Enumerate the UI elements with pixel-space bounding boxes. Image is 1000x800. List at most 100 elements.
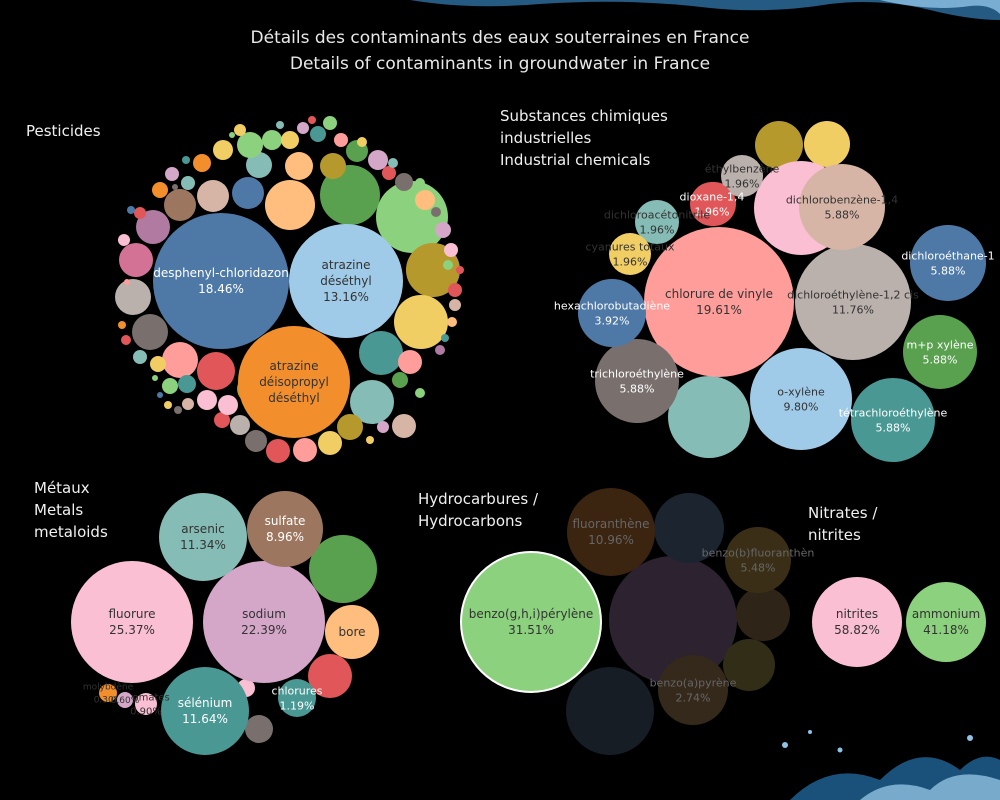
bubble-unlabeled[interactable]	[566, 667, 654, 755]
bubble-unlabeled[interactable]	[127, 206, 135, 214]
bubble-unlabeled[interactable]	[237, 132, 263, 158]
bubble-mark[interactable]	[278, 679, 316, 717]
bubble-mark[interactable]	[906, 582, 986, 662]
bubble-unlabeled[interactable]	[318, 431, 342, 455]
bubble-unlabeled[interactable]	[668, 376, 750, 458]
bubble-unlabeled[interactable]	[334, 133, 348, 147]
bubble-unlabeled[interactable]	[435, 222, 451, 238]
bubble-unlabeled[interactable]	[654, 493, 724, 563]
bubble-unlabeled[interactable]	[121, 335, 131, 345]
bubble-unlabeled[interactable]	[266, 439, 290, 463]
bubble-unlabeled[interactable]	[609, 556, 737, 684]
bubble-unlabeled[interactable]	[152, 182, 168, 198]
bubble-unlabeled[interactable]	[447, 317, 457, 327]
bubble-unlabeled[interactable]	[229, 132, 235, 138]
bubble-unlabeled[interactable]	[230, 415, 250, 435]
bubble[interactable]: atrazine déséthyl 13.16%	[289, 224, 403, 338]
bubble-unlabeled[interactable]	[435, 345, 445, 355]
bubble-unlabeled[interactable]	[366, 436, 374, 444]
bubble[interactable]: ammonium 41.18%	[906, 582, 986, 662]
bubble-unlabeled[interactable]	[197, 390, 217, 410]
bubble-mark[interactable]	[567, 488, 655, 576]
bubble-unlabeled[interactable]	[431, 207, 441, 217]
bubble-mark[interactable]	[325, 605, 379, 659]
bubble-unlabeled[interactable]	[197, 352, 235, 390]
bubble-unlabeled[interactable]	[152, 375, 158, 381]
bubble-unlabeled[interactable]	[245, 430, 267, 452]
bubble-unlabeled[interactable]	[134, 207, 146, 219]
bubble-mark[interactable]	[725, 527, 791, 593]
bubble-unlabeled[interactable]	[392, 414, 416, 438]
bubble-unlabeled[interactable]	[118, 234, 130, 246]
bubble[interactable]: o-xylène 9.80%	[750, 348, 852, 450]
bubble-unlabeled[interactable]	[398, 350, 422, 374]
bubble-mark[interactable]	[851, 378, 935, 462]
bubble-unlabeled[interactable]	[369, 416, 377, 424]
bubble[interactable]: dichloroéthane-1 5.88%	[901, 225, 995, 301]
bubble-unlabeled[interactable]	[320, 153, 346, 179]
bubble-mark[interactable]	[690, 182, 734, 226]
bubble-unlabeled[interactable]	[119, 243, 153, 277]
bubble-unlabeled[interactable]	[265, 180, 315, 230]
bubble[interactable]: desphenyl-chloridazon 18.46%	[153, 213, 289, 349]
bubble-mark[interactable]	[658, 655, 728, 725]
bubble-unlabeled[interactable]	[441, 334, 449, 342]
bubble[interactable]: nitrites 58.82%	[812, 577, 902, 667]
bubble-unlabeled[interactable]	[218, 395, 238, 415]
bubble-unlabeled[interactable]	[262, 130, 282, 150]
bubble[interactable]: atrazine déisopropyl déséthyl	[238, 326, 350, 438]
bubble-unlabeled[interactable]	[213, 140, 233, 160]
bubble-unlabeled[interactable]	[172, 184, 178, 190]
bubble-unlabeled[interactable]	[193, 154, 211, 172]
bubble[interactable]: tétrachloroéthylène 5.88%	[839, 378, 948, 462]
bubble-unlabeled[interactable]	[285, 152, 313, 180]
bubble[interactable]: 0.60%	[111, 692, 140, 708]
bubble-unlabeled[interactable]	[124, 279, 130, 285]
bubble-unlabeled[interactable]	[234, 124, 246, 136]
bubble-mark[interactable]	[238, 326, 350, 438]
bubble-unlabeled[interactable]	[456, 266, 464, 274]
bubble-unlabeled[interactable]	[214, 412, 230, 428]
bubble-unlabeled[interactable]	[415, 388, 425, 398]
bubble[interactable]: chlorures 1.19%	[271, 679, 323, 717]
bubble-unlabeled[interactable]	[157, 392, 163, 398]
bubble-unlabeled[interactable]	[804, 121, 850, 167]
bubble-unlabeled[interactable]	[392, 372, 408, 388]
bubble-unlabeled[interactable]	[310, 126, 326, 142]
bubble-mark[interactable]	[721, 155, 763, 197]
bubble-unlabeled[interactable]	[276, 121, 284, 129]
bubble-mark[interactable]	[609, 233, 651, 275]
bubble-unlabeled[interactable]	[444, 243, 458, 257]
bubble-unlabeled[interactable]	[197, 180, 229, 212]
bubble-unlabeled[interactable]	[178, 375, 196, 393]
bubble-unlabeled[interactable]	[394, 295, 448, 349]
bubble[interactable]: dichlorobenzène-1,4 5.88%	[786, 164, 898, 250]
bubble[interactable]: m+p xylène 5.88%	[903, 315, 977, 389]
bubble[interactable]: cyanures totaux 1.96%	[585, 233, 675, 275]
bubble-unlabeled[interactable]	[136, 210, 170, 244]
bubble-mark[interactable]	[795, 244, 911, 360]
bubble-unlabeled[interactable]	[755, 121, 803, 169]
bubble[interactable]: chlorure de vinyle 19.61%	[644, 227, 794, 377]
bubble-mark[interactable]	[153, 213, 289, 349]
bubble[interactable]: arsenic 11.34%	[159, 493, 247, 581]
bubble-mark[interactable]	[99, 684, 117, 702]
bubble-unlabeled[interactable]	[368, 150, 388, 170]
bubble-unlabeled[interactable]	[308, 654, 352, 698]
bubble-unlabeled[interactable]	[232, 177, 264, 209]
bubble-unlabeled[interactable]	[377, 421, 389, 433]
bubble-mark[interactable]	[247, 491, 323, 567]
bubble[interactable]: molybdène 0.30%	[83, 682, 134, 706]
bubble-unlabeled[interactable]	[337, 414, 363, 440]
bubble-unlabeled[interactable]	[415, 178, 425, 188]
bubble-mark[interactable]	[644, 227, 794, 377]
bubble[interactable]: sodium 22.39%	[203, 561, 325, 683]
bubble-unlabeled[interactable]	[246, 152, 272, 178]
bubble-mark[interactable]	[799, 164, 885, 250]
bubble-mark[interactable]	[159, 493, 247, 581]
bubble-mark[interactable]	[289, 224, 403, 338]
bubble-unlabeled[interactable]	[736, 587, 790, 641]
bubble-mark[interactable]	[161, 667, 249, 755]
bubble-unlabeled[interactable]	[357, 137, 367, 147]
bubble-mark[interactable]	[635, 200, 679, 244]
